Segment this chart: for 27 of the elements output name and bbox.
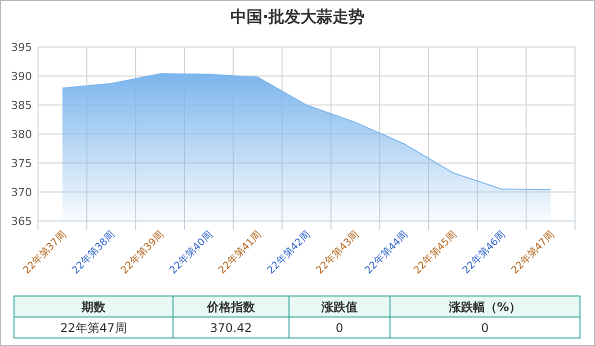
x-tick-label: 22年第47周 <box>509 228 557 276</box>
y-tick-label: 385 <box>11 99 32 112</box>
x-tick-label: 22年第40周 <box>167 228 215 276</box>
x-tick-label: 22年第37周 <box>20 228 69 276</box>
y-tick-label: 395 <box>11 41 32 54</box>
text: 0 <box>336 321 344 335</box>
y-tick-label: 365 <box>11 215 32 228</box>
text: 22年第47周 <box>60 321 127 335</box>
text: 期数 <box>80 300 106 314</box>
chart-title: 中国·批发大蒜走势 <box>230 7 365 26</box>
text: 0 <box>481 321 489 335</box>
y-tick-label: 370 <box>11 186 32 199</box>
x-tick-label: 22年第38周 <box>70 228 118 276</box>
x-tick-label: 22年第42周 <box>264 228 313 276</box>
x-tick-label: 22年第45周 <box>411 228 460 276</box>
y-tick-label: 375 <box>11 157 32 170</box>
x-tick-label: 22年第43周 <box>314 228 362 276</box>
x-tick-label: 22年第39周 <box>118 228 166 276</box>
text: 370.42 <box>210 321 252 335</box>
x-tick-label: 22年第44周 <box>362 228 410 276</box>
y-tick-label: 380 <box>11 128 32 141</box>
text: 价格指数 <box>206 300 256 314</box>
text: 涨跌值 <box>320 300 358 314</box>
x-tick-label: 22年第46周 <box>460 228 508 276</box>
y-tick-label: 390 <box>11 70 32 83</box>
x-tick-label: 22年第41周 <box>216 228 264 276</box>
text: 涨跌幅（%） <box>448 300 522 314</box>
